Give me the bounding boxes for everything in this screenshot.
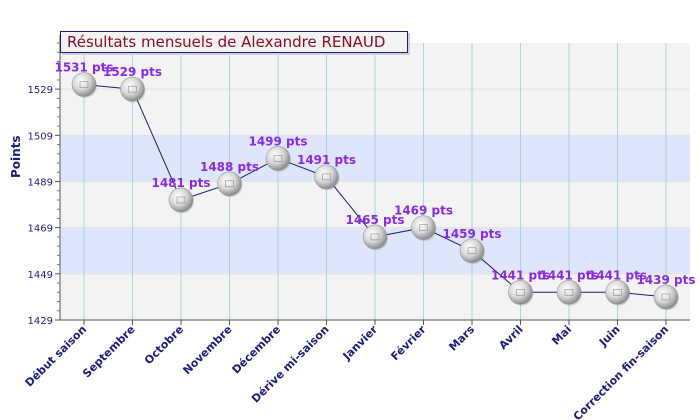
y-tick-label: 1489 bbox=[28, 178, 53, 189]
x-tick-label: Février bbox=[388, 323, 429, 364]
x-tick-label: Juin bbox=[596, 323, 623, 350]
data-label: 1491 pts bbox=[297, 153, 356, 167]
x-tick-label: Décembre bbox=[230, 323, 284, 377]
x-tick-label: Janvier bbox=[340, 323, 381, 364]
x-tick-label: Mars bbox=[446, 323, 477, 354]
marker-detail bbox=[661, 293, 671, 301]
marker-ball bbox=[508, 279, 533, 305]
x-tick-label: Novembre bbox=[180, 323, 234, 377]
data-label: 1459 pts bbox=[442, 227, 501, 241]
data-label: 1469 pts bbox=[394, 204, 453, 218]
marker-detail bbox=[564, 288, 574, 296]
marker-detail bbox=[273, 155, 283, 162]
marker-detail bbox=[128, 85, 137, 93]
y-axis-label: Points bbox=[9, 135, 23, 178]
marker-detail bbox=[322, 173, 331, 181]
marker-ball bbox=[556, 279, 582, 305]
data-point-marker bbox=[265, 146, 291, 172]
marker-ball bbox=[362, 224, 388, 250]
data-label: 1488 pts bbox=[200, 160, 259, 174]
data-point-marker bbox=[168, 187, 194, 214]
x-tick-label: Octobre bbox=[142, 323, 186, 367]
data-label: 1441 pts bbox=[539, 268, 598, 282]
data-label: 1529 pts bbox=[103, 65, 162, 79]
data-point-marker bbox=[605, 279, 631, 306]
marker-ball bbox=[71, 72, 97, 97]
marker-ball bbox=[653, 284, 679, 310]
x-tick-label: Correction fin-saison bbox=[571, 323, 671, 420]
marker-detail bbox=[370, 233, 380, 241]
data-point-marker bbox=[71, 72, 97, 99]
marker-ball bbox=[459, 238, 485, 264]
data-label: 1481 pts bbox=[151, 176, 210, 190]
chart-title: Résultats mensuels de Alexandre RENAUD bbox=[67, 33, 386, 51]
x-tick-label: Début saison bbox=[23, 323, 90, 390]
data-label: 1441 pts bbox=[588, 268, 647, 282]
y-tick-label: 1509 bbox=[28, 131, 53, 142]
data-label: 1441 pts bbox=[491, 268, 550, 282]
marker-ball bbox=[605, 279, 630, 305]
data-point-marker bbox=[314, 164, 340, 191]
data-point-marker bbox=[653, 284, 679, 311]
marker-ball bbox=[217, 171, 242, 197]
data-point-marker bbox=[556, 279, 582, 306]
marker-detail bbox=[516, 288, 525, 296]
marker-ball bbox=[314, 164, 339, 190]
y-tick-label: 1469 bbox=[28, 224, 53, 235]
y-tick-label: 1529 bbox=[28, 85, 53, 96]
marker-detail bbox=[79, 81, 89, 88]
marker-ball bbox=[265, 146, 291, 171]
data-point-marker bbox=[508, 279, 534, 306]
data-label: 1439 pts bbox=[636, 273, 695, 287]
marker-ball bbox=[120, 76, 145, 102]
marker-detail bbox=[467, 247, 477, 255]
x-tick-label: Septembre bbox=[80, 323, 137, 380]
marker-detail bbox=[225, 180, 234, 188]
data-point-marker bbox=[459, 238, 485, 265]
y-tick-label: 1429 bbox=[28, 316, 53, 327]
x-tick-label: Avril bbox=[496, 323, 525, 352]
data-point-marker bbox=[362, 224, 388, 251]
data-point-marker bbox=[120, 76, 146, 103]
data-point-marker bbox=[411, 215, 437, 242]
data-point-marker bbox=[217, 171, 243, 198]
y-tick-label: 1449 bbox=[28, 270, 53, 281]
marker-ball bbox=[168, 187, 194, 213]
x-tick-label: Mai bbox=[549, 323, 574, 348]
marker-detail bbox=[613, 288, 622, 296]
chart-title-box: Résultats mensuels de Alexandre RENAUD bbox=[60, 31, 408, 53]
marker-detail bbox=[176, 196, 186, 204]
data-label: 1465 pts bbox=[345, 213, 404, 227]
data-label: 1531 pts bbox=[54, 61, 113, 75]
data-label: 1499 pts bbox=[248, 134, 307, 148]
marker-ball bbox=[411, 215, 436, 240]
marker-detail bbox=[419, 224, 428, 231]
